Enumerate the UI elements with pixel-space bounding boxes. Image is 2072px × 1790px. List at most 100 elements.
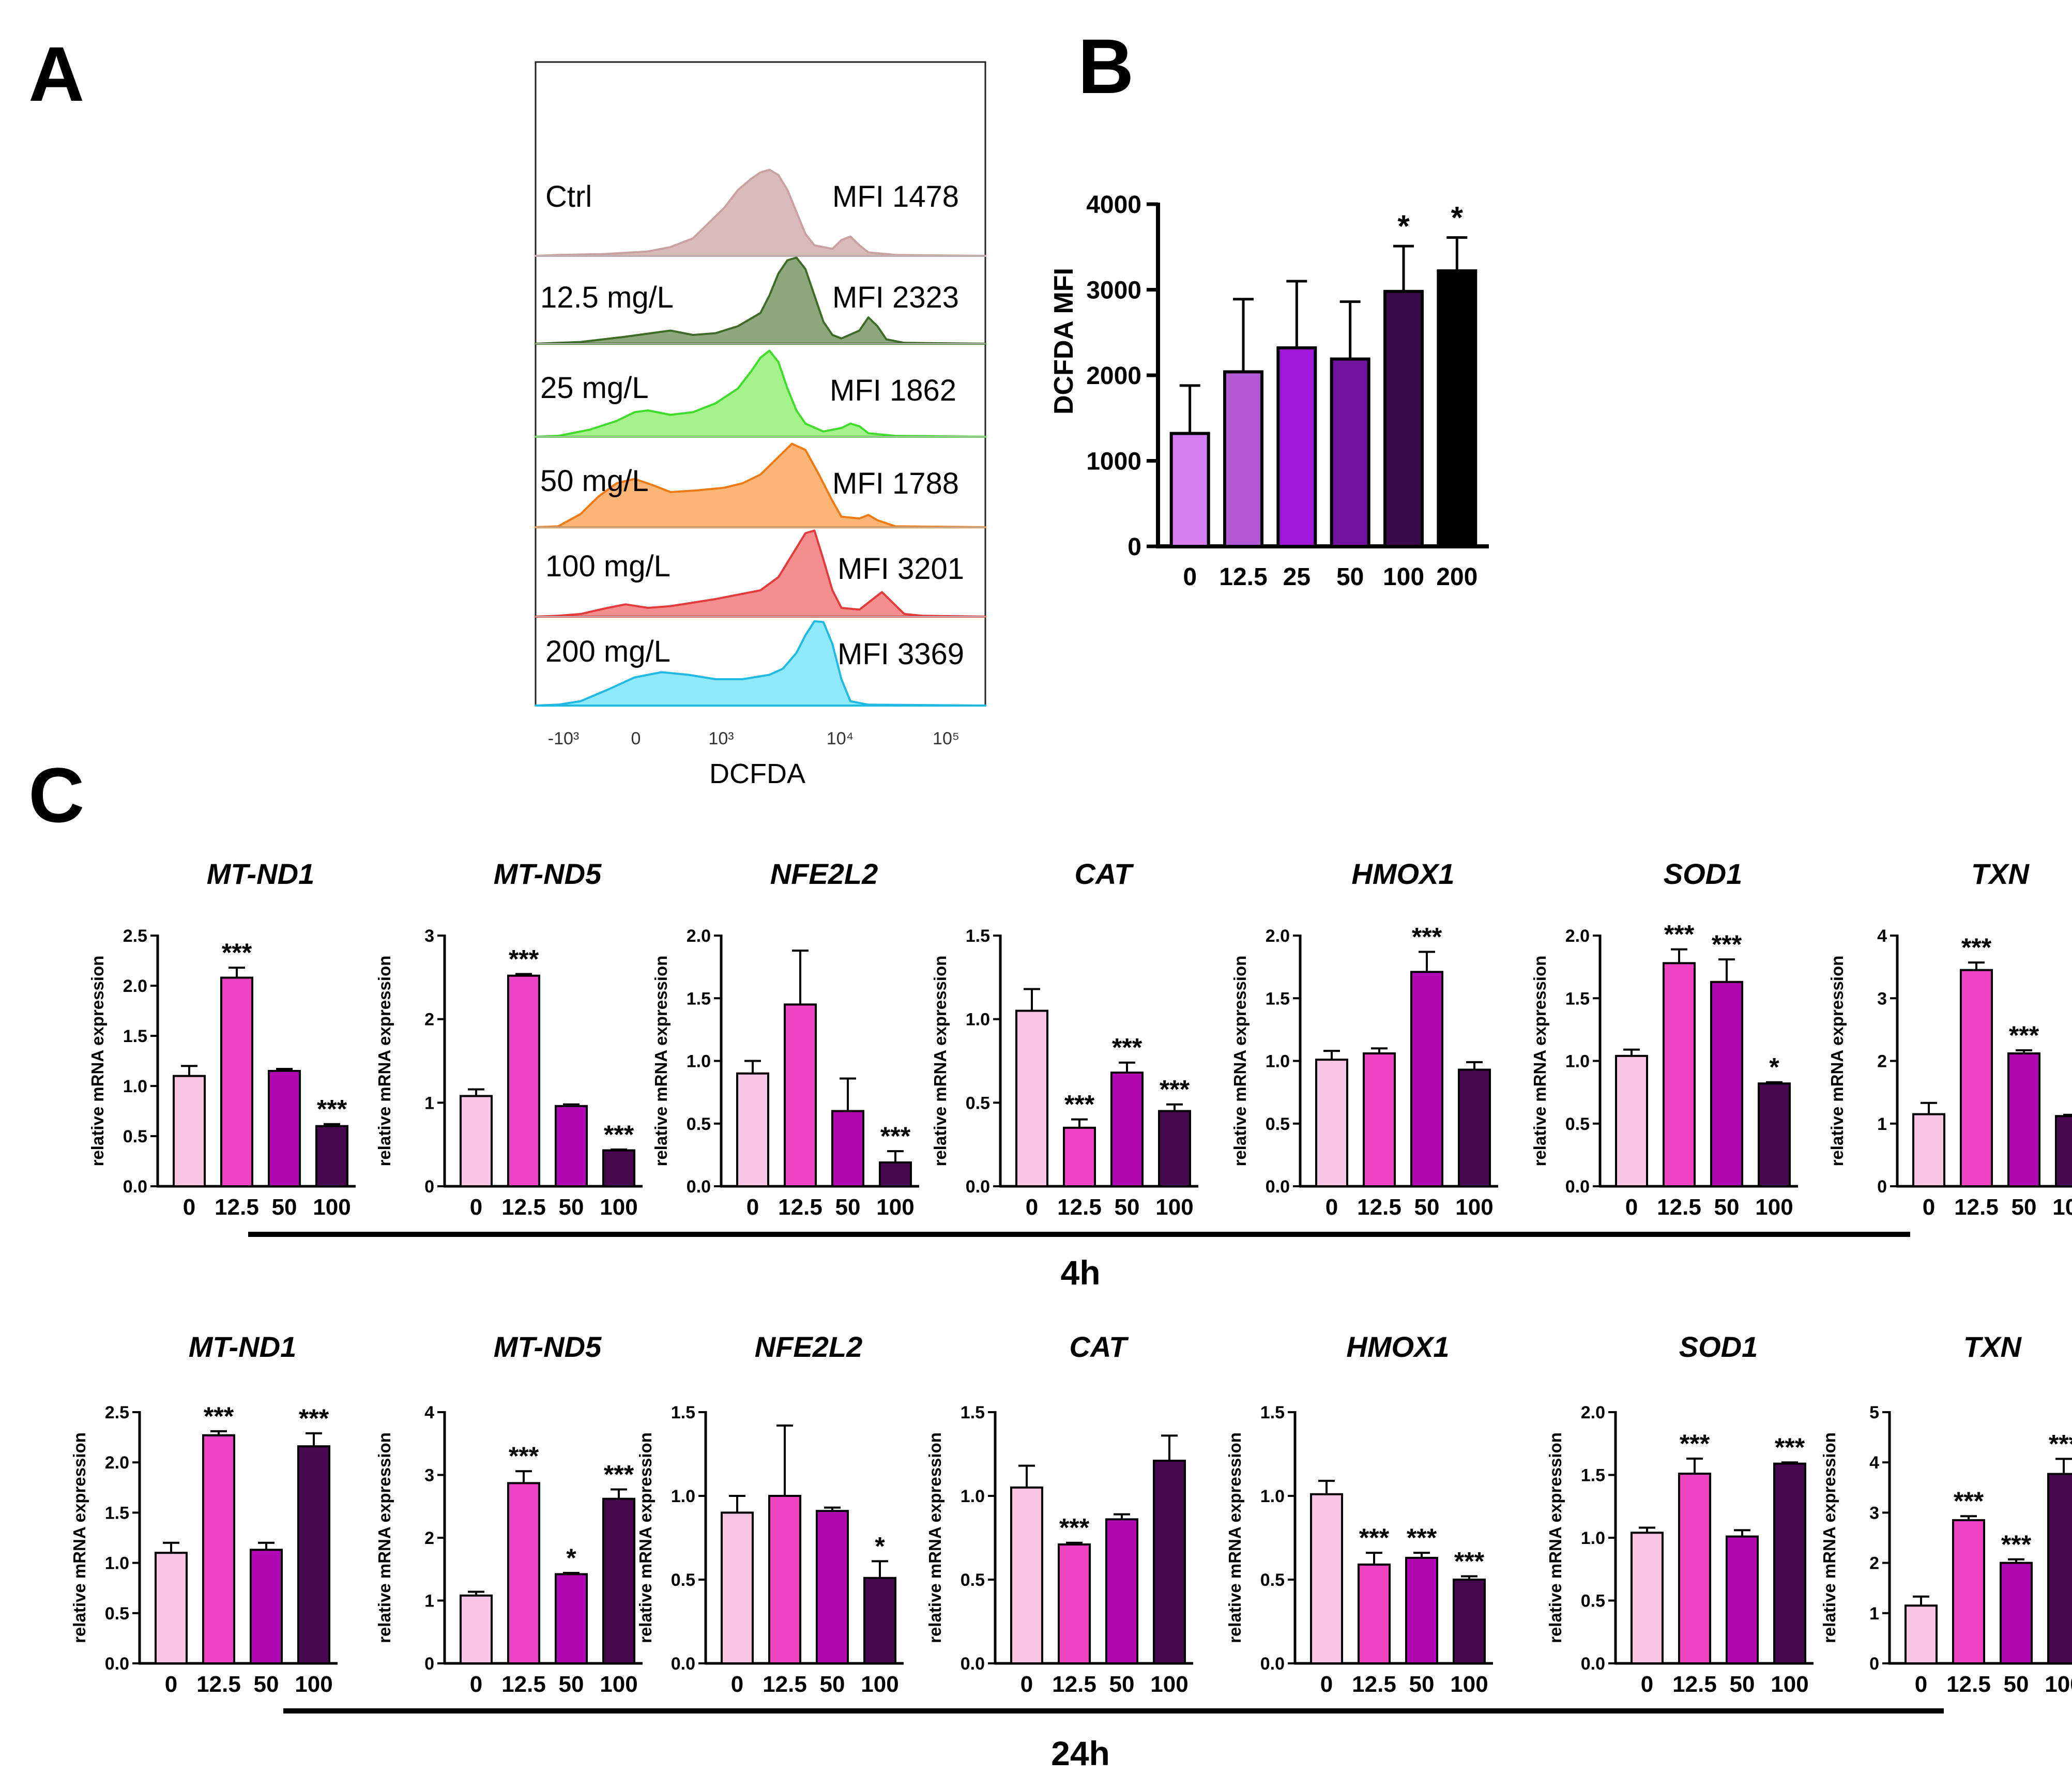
y-tick-label: 1000 <box>1086 448 1141 476</box>
significance-marker: *** <box>509 944 539 973</box>
gene-chart: MT-ND1 relative mRNA expression 0.0 0.5 1.0 1… <box>70 1330 338 1697</box>
x-tick-label: 12.5 <box>1954 1195 1999 1220</box>
x-tick-label: 100 <box>1450 1672 1488 1697</box>
x-tick-label: 25 <box>1283 563 1311 591</box>
significance-marker: *** <box>1954 1487 1984 1516</box>
x-tick-label: 12.5 <box>1657 1195 1701 1220</box>
gene-expression-panel: MT-ND1 relative mRNA expression 0.0 0.5 1.0 1… <box>70 858 2072 1772</box>
expression-bar <box>1010 1486 1043 1665</box>
x-tick-label: 100 <box>2045 1672 2072 1697</box>
expression-bar <box>816 1510 849 1664</box>
mfi-bar <box>1276 346 1317 548</box>
x-tick-label: 100 <box>1155 1195 1193 1220</box>
expression-bar <box>831 1110 864 1187</box>
histogram-track <box>535 442 986 528</box>
y-axis-label: relative mRNA expression <box>1820 1432 1839 1643</box>
y-tick-label: 1.5 <box>1581 1466 1605 1486</box>
y-tick-label: 2.0 <box>1266 926 1290 946</box>
expression-bar <box>268 1069 301 1187</box>
gene-title: MT-ND5 <box>494 1330 602 1363</box>
significance-marker: *** <box>1112 1033 1142 1062</box>
expression-bar <box>2000 1562 2033 1665</box>
y-tick-label: 2.0 <box>105 1453 129 1473</box>
y-axis-label: relative mRNA expression <box>70 1432 89 1643</box>
x-tick-label: 100 <box>1150 1672 1188 1697</box>
expression-bar <box>250 1549 283 1664</box>
expression-bar <box>1110 1072 1144 1187</box>
track-label: 200 mg/L <box>545 635 671 668</box>
y-tick-label: 2 <box>424 1528 434 1548</box>
histogram-x-tick: 10⁴ <box>827 729 854 748</box>
significance-marker: *** <box>2049 1429 2072 1458</box>
gene-chart: MT-ND5 relative mRNA expression 0 1 2 3 0 12.5 *… <box>375 858 643 1220</box>
gene-title: CAT <box>1075 858 1135 890</box>
expression-bar <box>1663 962 1696 1187</box>
expression-bar <box>1015 1009 1048 1187</box>
y-tick-label: 2 <box>424 1010 434 1030</box>
y-tick-label: 1.0 <box>671 1487 695 1506</box>
y-tick-label: 1.0 <box>1266 1052 1290 1072</box>
gene-chart: SOD1 relative mRNA expression 0.0 0.5 1.0 1.5… <box>1530 858 1798 1220</box>
y-tick-label: 0.5 <box>1260 1570 1285 1590</box>
y-tick-label: 1 <box>424 1093 434 1113</box>
y-tick-label: 2 <box>1877 1052 1887 1072</box>
significance-marker: *** <box>1160 1075 1190 1104</box>
y-tick-label: 0.0 <box>687 1177 711 1197</box>
expression-bar <box>220 976 253 1187</box>
histogram-x-tick: 10³ <box>708 729 734 748</box>
y-tick-label: 1.0 <box>123 1077 147 1096</box>
y-axis-label: relative mRNA expression <box>375 1432 394 1643</box>
track-mfi-label: MFI 3369 <box>837 637 964 671</box>
mfi-bar <box>1223 370 1263 548</box>
significance-marker: *** <box>1454 1547 1485 1576</box>
x-tick-label: 12.5 <box>1672 1672 1717 1697</box>
expression-bar <box>1678 1473 1711 1665</box>
significance-marker: *** <box>1712 930 1742 959</box>
histogram-x-label: DCFDA <box>709 758 805 789</box>
expression-bar <box>507 974 540 1187</box>
significance-marker: *** <box>1412 923 1442 952</box>
track-mfi-label: MFI 1478 <box>832 180 959 213</box>
x-tick-label: 12.5 <box>1357 1195 1401 1220</box>
y-axis-label: relative mRNA expression <box>651 956 671 1167</box>
y-tick-label: 0.0 <box>961 1654 985 1674</box>
significance-marker: *** <box>604 1460 634 1489</box>
expression-bar <box>460 1594 493 1665</box>
histogram-track <box>535 529 986 618</box>
y-axis-label: relative mRNA expression <box>925 1432 944 1643</box>
gene-title: NFE2L2 <box>770 858 878 890</box>
panel-label-a: A <box>28 30 84 117</box>
x-tick-label: 12.5 <box>778 1195 822 1220</box>
x-tick-label: 12.5 <box>1052 1672 1096 1697</box>
x-tick-label: 100 <box>876 1195 914 1220</box>
y-tick-label: 1.5 <box>1266 989 1290 1008</box>
y-tick-label: 1.5 <box>671 1403 695 1422</box>
x-tick-label: 12.5 <box>1219 563 1267 591</box>
y-axis-label: relative mRNA expression <box>1230 956 1250 1167</box>
x-tick-label: 100 <box>600 1672 637 1697</box>
expression-bar <box>460 1095 493 1187</box>
y-tick-label: 0.0 <box>966 1177 990 1197</box>
y-tick-label: 2.5 <box>123 926 147 946</box>
y-tick-label: 0.0 <box>123 1177 147 1197</box>
expression-bar <box>315 1125 348 1188</box>
histogram-x-tick: -10³ <box>548 729 579 748</box>
x-tick-label: 0 <box>1020 1672 1033 1697</box>
expression-bar <box>1315 1059 1348 1187</box>
x-tick-label: 200 <box>1436 563 1477 591</box>
x-tick-label: 0 <box>1625 1195 1638 1220</box>
expression-bar <box>1615 1054 1648 1188</box>
expression-bar <box>1153 1459 1186 1664</box>
x-tick-label: 12.5 <box>215 1195 259 1220</box>
expression-bar <box>602 1149 635 1188</box>
x-tick-label: 50 <box>272 1195 297 1220</box>
timepoint-label-24h: 24h <box>1051 1734 1110 1772</box>
y-tick-label: 2.0 <box>687 926 711 946</box>
significance-marker: *** <box>1064 1090 1095 1119</box>
y-tick-label: 4 <box>424 1403 434 1422</box>
y-tick-label: 1.5 <box>1565 989 1590 1008</box>
expression-bar <box>507 1482 540 1664</box>
y-tick-label: 1.0 <box>105 1554 129 1573</box>
x-tick-label: 100 <box>2052 1195 2072 1220</box>
x-tick-label: 0 <box>1915 1672 1927 1697</box>
